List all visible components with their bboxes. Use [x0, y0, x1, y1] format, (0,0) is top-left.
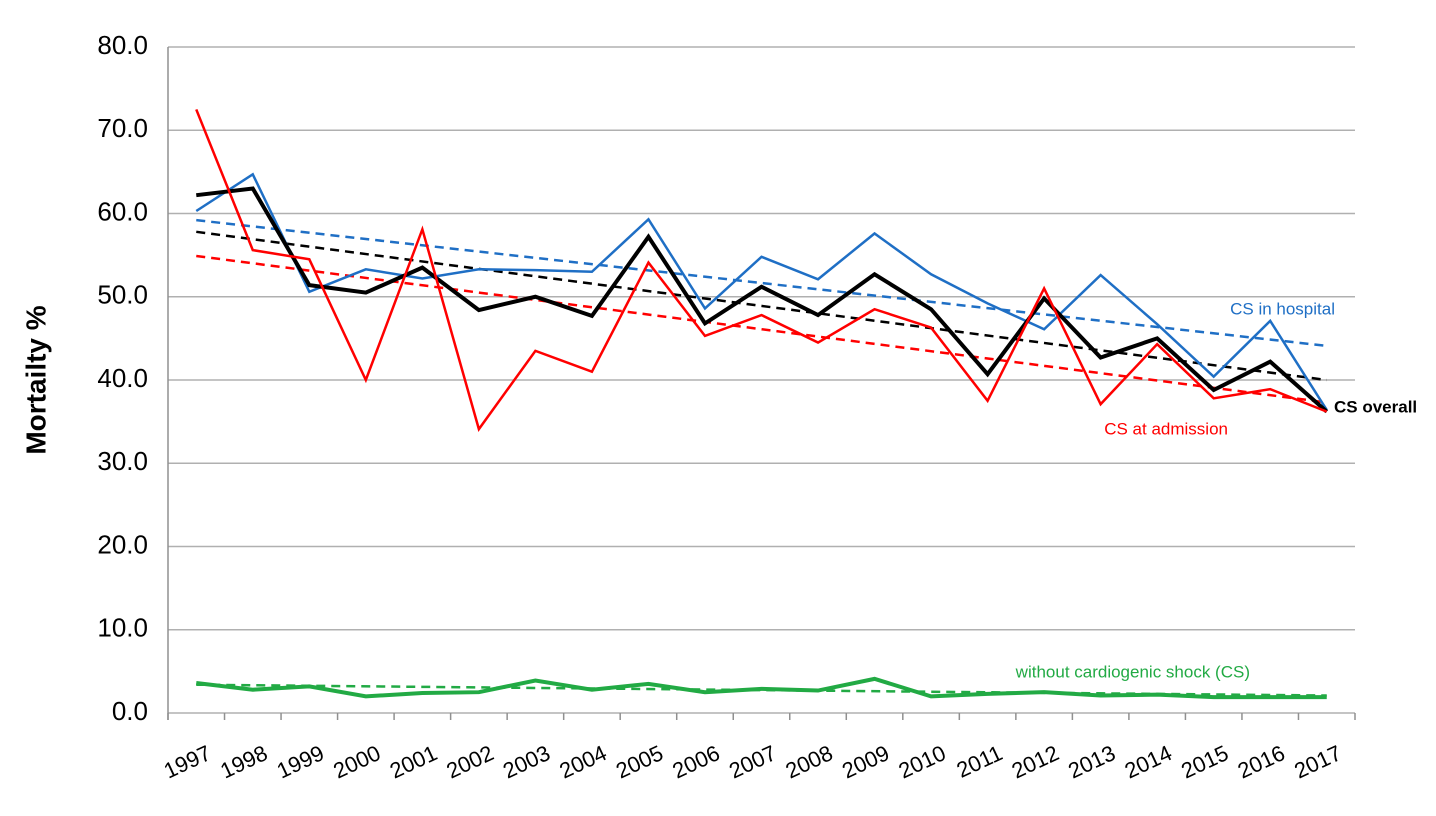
x-tick-label: 2007 — [725, 740, 780, 783]
x-tick-label: 2005 — [612, 740, 667, 783]
series-line — [196, 186, 1329, 414]
y-axis-title: Mortailty % — [20, 305, 51, 454]
x-tick-label: 2012 — [1008, 740, 1063, 783]
x-tick-label: 2009 — [838, 740, 893, 783]
x-tick-label: 2006 — [669, 740, 724, 783]
y-tick-label: 0.0 — [112, 696, 148, 726]
x-tick-label: 1999 — [273, 740, 328, 783]
y-tick-label: 70.0 — [97, 113, 148, 143]
x-tick-label: 2002 — [443, 740, 498, 783]
series-label: CS overall — [1334, 397, 1417, 416]
y-tick-label: 80.0 — [97, 30, 148, 60]
x-tick-label: 2017 — [1290, 740, 1345, 783]
y-tick-label: 50.0 — [97, 280, 148, 310]
x-tick-label: 2010 — [895, 740, 950, 783]
series-line — [196, 676, 1327, 700]
y-tick-label: 60.0 — [97, 196, 148, 226]
trend-line — [196, 218, 1327, 348]
x-tick-label: 2011 — [953, 740, 1006, 783]
x-tick-label: 2004 — [556, 740, 611, 783]
x-tick-label: 1998 — [216, 740, 271, 783]
y-tick-label: 40.0 — [97, 363, 148, 393]
y-tick-label: 30.0 — [97, 446, 148, 476]
series-line — [195, 172, 1328, 411]
y-tick-label: 20.0 — [97, 529, 148, 559]
x-tick-label: 2008 — [782, 740, 837, 783]
y-tick-label: 10.0 — [97, 613, 148, 643]
trend-line — [196, 230, 1327, 382]
x-tick-label: 2000 — [329, 740, 384, 783]
trend-line — [196, 683, 1327, 697]
series-line — [195, 108, 1328, 432]
x-tick-label: 1997 — [160, 740, 215, 783]
x-tick-label: 2013 — [1064, 740, 1119, 783]
trend-line — [196, 254, 1327, 404]
x-tick-label: 2014 — [1121, 740, 1176, 783]
series-label: without cardiogenic shock (CS) — [1015, 662, 1250, 681]
x-tick-label: 2003 — [499, 740, 554, 783]
series-label: CS at admission — [1104, 419, 1228, 438]
series-label: CS in hospital — [1230, 299, 1335, 318]
x-tick-label: 2001 — [386, 740, 441, 783]
x-tick-label: 2016 — [1234, 740, 1289, 783]
x-tick-label: 2015 — [1177, 740, 1232, 783]
